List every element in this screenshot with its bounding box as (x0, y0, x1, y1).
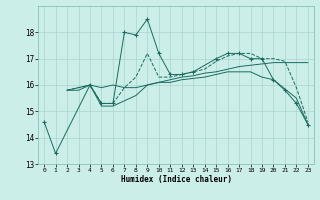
X-axis label: Humidex (Indice chaleur): Humidex (Indice chaleur) (121, 175, 231, 184)
